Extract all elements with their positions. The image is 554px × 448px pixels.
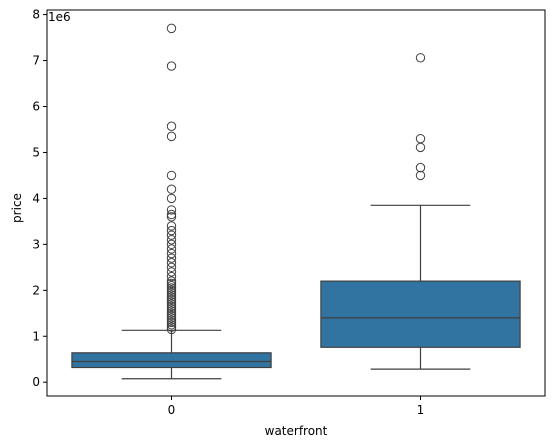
outlier-point xyxy=(166,225,177,236)
y-tick-label: 4 xyxy=(32,191,40,205)
y-tick-label: 7 xyxy=(32,54,40,68)
outlier-point xyxy=(166,292,177,302)
outlier-point xyxy=(166,287,177,298)
outlier-point xyxy=(166,283,177,293)
y-tick-label: 2 xyxy=(32,283,40,297)
outlier-point xyxy=(415,162,426,173)
outlier-point xyxy=(166,212,177,222)
y-axis-label: price xyxy=(10,193,24,223)
outlier-point xyxy=(166,221,177,231)
outlier-point xyxy=(166,310,177,321)
y-tick-label: 3 xyxy=(32,237,40,251)
outlier-point xyxy=(166,306,177,316)
outlier-point xyxy=(166,308,177,318)
outlier-point xyxy=(415,142,426,153)
outlier-point xyxy=(166,297,177,307)
outlier-point xyxy=(166,278,177,289)
y-tick-label: 6 xyxy=(32,100,40,114)
y-axis: 0 1 2 3 4 5 6 7 8 xyxy=(32,8,47,389)
box-group-0 xyxy=(71,23,272,380)
x-axis-label: waterfront xyxy=(265,424,328,438)
outlier-point xyxy=(166,322,177,332)
outlier-point xyxy=(166,301,177,312)
outlier-point xyxy=(166,267,177,277)
outlier-point xyxy=(166,230,177,240)
outlier-point xyxy=(166,248,177,259)
outlier-point xyxy=(166,235,177,245)
outlier-point xyxy=(166,313,177,323)
plot-area xyxy=(46,9,546,397)
y-tick-label: 1 xyxy=(32,329,40,343)
y-tick-label: 5 xyxy=(32,145,40,159)
outlier-point xyxy=(166,239,177,250)
outlier-point xyxy=(166,209,177,220)
outlier-point xyxy=(166,262,177,273)
y-axis-offset-text: 1e6 xyxy=(48,10,71,24)
outlier-point xyxy=(166,61,177,71)
y-tick-label: 8 xyxy=(32,8,40,22)
outlier-point xyxy=(166,281,177,291)
outlier-point xyxy=(415,53,426,63)
plot-frame xyxy=(46,9,546,397)
x-tick-label: 0 xyxy=(168,403,176,417)
outlier-point xyxy=(166,315,177,325)
iqr-box xyxy=(71,352,272,369)
outlier-point xyxy=(166,271,177,282)
iqr-box xyxy=(320,280,521,348)
x-tick-label: 1 xyxy=(417,403,425,417)
outlier-point xyxy=(166,244,177,254)
y-tick-label: 0 xyxy=(32,375,40,389)
outlier-point xyxy=(166,324,177,335)
box-group-1 xyxy=(320,53,521,370)
outlier-point xyxy=(166,193,177,204)
outlier-point xyxy=(166,320,177,330)
outlier-point xyxy=(166,294,177,305)
outlier-point xyxy=(166,184,177,194)
outlier-point xyxy=(415,170,426,181)
outlier-point xyxy=(166,131,177,142)
outlier-point xyxy=(166,121,177,131)
box-series xyxy=(71,23,521,380)
outlier-point xyxy=(415,133,426,144)
outlier-point xyxy=(166,276,177,286)
outlier-point xyxy=(166,299,177,309)
outlier-point xyxy=(166,303,177,314)
outlier-point xyxy=(166,205,177,215)
outlier-point xyxy=(166,253,177,263)
outlier-point xyxy=(166,258,177,268)
outlier-point xyxy=(166,23,177,34)
outlier-point xyxy=(166,290,177,300)
outlier-point xyxy=(166,170,177,181)
outlier-point xyxy=(166,317,177,328)
outlier-point xyxy=(166,285,177,296)
